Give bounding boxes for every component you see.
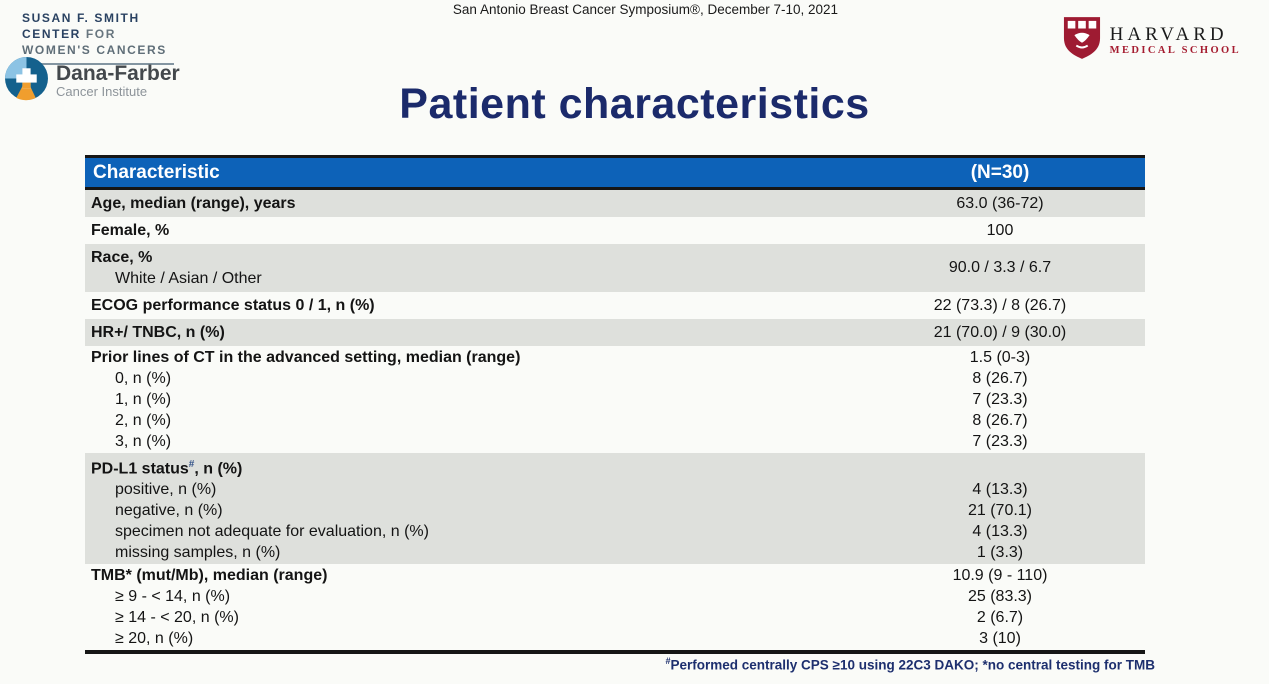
footnote-marker: # — [665, 656, 671, 666]
row-sublabel: 3, n (%) — [115, 433, 172, 450]
dana-farber-logo: Dana-Farber Cancer Institute — [4, 56, 180, 106]
table-row-hr-tnbc: HR+/ TNBC, n (%) 21 (70.0) / 9 (30.0) — [85, 319, 1145, 346]
column-header-n: (N=30) — [970, 161, 1030, 183]
susan-smith-line1: SUSAN F. SMITH — [22, 11, 140, 25]
harvard-shield-icon — [1063, 16, 1101, 65]
row-sublabel: positive, n (%) — [115, 481, 217, 499]
table-footnote: #Performed centrally CPS ≥10 using 22C3 … — [665, 656, 1155, 673]
row-value — [855, 454, 1145, 479]
table-row-female: Female, % 100 — [85, 217, 1145, 244]
row-sublabel: 0, n (%) — [115, 370, 172, 387]
row-value: 21 (70.0) / 9 (30.0) — [933, 324, 1067, 341]
conference-header: San Antonio Breast Cancer Symposium®, De… — [452, 2, 839, 17]
row-subvalue: 7 (23.3) — [972, 433, 1028, 450]
page-title: Patient characteristics — [399, 80, 870, 128]
row-sublabel: ≥ 9 - < 14, n (%) — [115, 588, 231, 606]
row-sublabel: negative, n (%) — [115, 502, 223, 520]
row-sublabel: 1, n (%) — [115, 391, 172, 408]
table-row-age: Age, median (range), years 63.0 (36-72) — [85, 190, 1145, 217]
row-value: 1.5 (0-3) — [969, 349, 1031, 366]
row-sublabel: White / Asian / Other — [115, 270, 262, 287]
row-sublabel: ≥ 20, n (%) — [115, 630, 194, 648]
row-subvalue: 8 (26.7) — [972, 412, 1028, 429]
row-value: 22 (73.3) / 8 (26.7) — [933, 297, 1067, 314]
susan-smith-center-logo: SUSAN F. SMITH CENTER FOR WOMEN'S CANCER… — [22, 10, 174, 65]
row-label: Race, % — [91, 249, 153, 266]
column-header-characteristic: Characteristic — [93, 161, 220, 183]
dana-farber-wordmark: Dana-Farber Cancer Institute — [56, 62, 180, 99]
row-label: Age, median (range), years — [91, 195, 296, 212]
row-subvalue: 2 (6.7) — [976, 609, 1024, 627]
row-value: 10.9 (9 - 110) — [952, 567, 1048, 585]
row-subvalue: 8 (26.7) — [972, 370, 1028, 387]
patient-characteristics-table: Characteristic (N=30) Age, median (range… — [85, 155, 1145, 655]
table-header-row: Characteristic (N=30) — [85, 158, 1145, 190]
row-subvalue: 4 (13.3) — [972, 481, 1028, 499]
row-label: ECOG performance status 0 / 1, n (%) — [91, 297, 375, 314]
divider — [22, 63, 174, 65]
row-label: TMB* (mut/Mb), median (range) — [91, 567, 328, 585]
harvard-wordmark: HARVARD MEDICAL SCHOOL — [1109, 23, 1241, 56]
table-row-tmb: TMB* (mut/Mb), median (range) 10.9 (9 - … — [85, 564, 1145, 650]
row-sublabel: ≥ 14 - < 20, n (%) — [115, 609, 239, 627]
row-label: Prior lines of CT in the advanced settin… — [91, 349, 521, 366]
row-subvalue: 21 (70.1) — [967, 502, 1033, 520]
row-value: 90.0 / 3.3 / 6.7 — [948, 259, 1052, 276]
row-subvalue: 1 (3.3) — [976, 544, 1024, 562]
table-row-pdl1: PD-L1 status#, n (%) positive, n (%) 4 (… — [85, 453, 1145, 565]
row-label: PD-L1 status#, n (%) — [91, 459, 243, 478]
table-row-prior-lines: Prior lines of CT in the advanced settin… — [85, 346, 1145, 453]
susan-smith-line3: WOMEN'S CANCERS — [22, 43, 167, 57]
harvard-logo: HARVARD MEDICAL SCHOOL — [1063, 16, 1241, 65]
footnote-marker: # — [188, 459, 195, 470]
row-value: 100 — [986, 222, 1014, 239]
row-subvalue: 3 (10) — [979, 630, 1021, 648]
row-subvalue: 4 (13.3) — [972, 523, 1028, 541]
row-value: 63.0 (36-72) — [956, 195, 1044, 212]
table-row-ecog: ECOG performance status 0 / 1, n (%) 22 … — [85, 292, 1145, 319]
row-subvalue: 7 (23.3) — [972, 391, 1028, 408]
susan-smith-line2: CENTER FOR — [22, 27, 117, 41]
dana-farber-globe-icon — [4, 56, 49, 106]
row-subvalue: 25 (83.3) — [967, 588, 1033, 606]
row-sublabel: specimen not adequate for evaluation, n … — [115, 523, 429, 541]
row-sublabel: 2, n (%) — [115, 412, 172, 429]
table-row-race: Race, % White / Asian / Other 90.0 / 3.3… — [85, 244, 1145, 292]
row-label: HR+/ TNBC, n (%) — [91, 324, 225, 341]
row-sublabel: missing samples, n (%) — [115, 544, 281, 562]
row-label: Female, % — [91, 222, 170, 239]
